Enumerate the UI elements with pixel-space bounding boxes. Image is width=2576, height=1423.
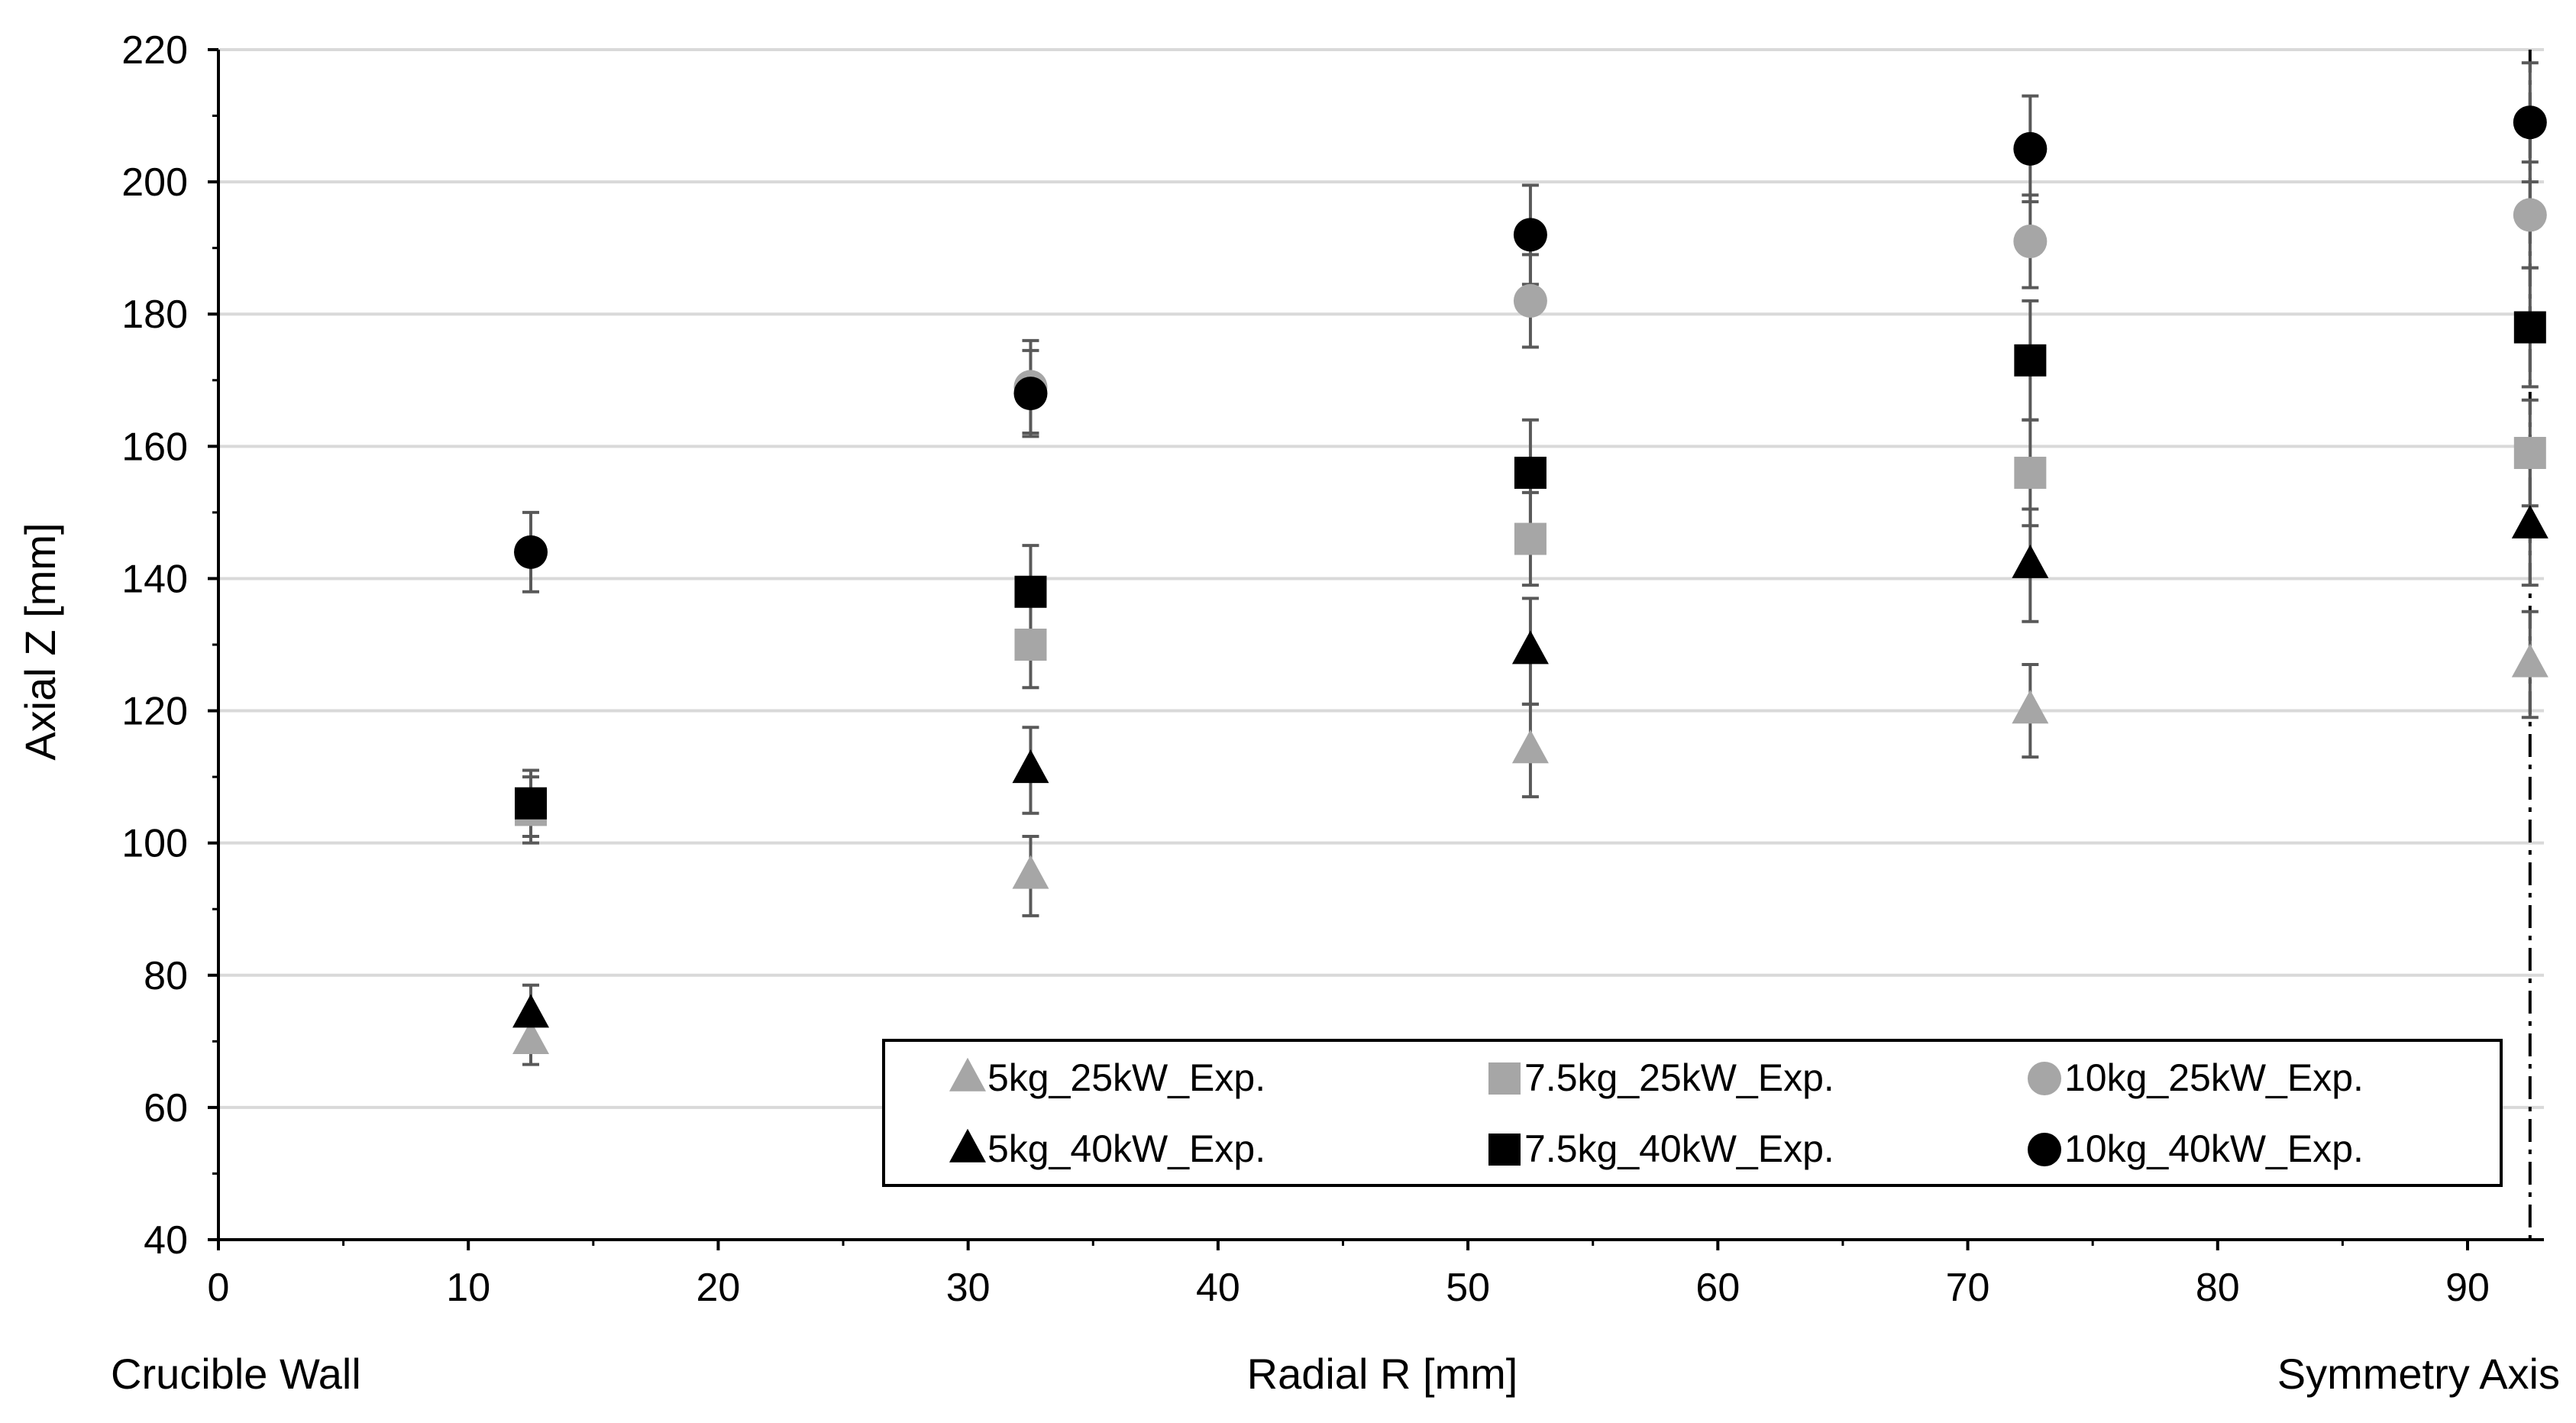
error-bars [522, 61, 2539, 1066]
legend-marker [2028, 1133, 2061, 1166]
legend-label: 7.5kg_40kW_Exp. [1524, 1127, 1834, 1170]
y-tick-label: 160 [121, 425, 188, 469]
y-axis-title: Axial Z [mm] [16, 522, 64, 760]
data-point [515, 787, 548, 820]
legend-item: 5kg_25kW_Exp. [949, 1056, 1265, 1099]
y-tick-label: 140 [121, 557, 188, 601]
y-tick-label: 180 [121, 293, 188, 337]
legend-label: 7.5kg_25kW_Exp. [1524, 1056, 1834, 1099]
data-point [512, 1020, 550, 1055]
x-tick-label: 70 [1946, 1266, 1990, 1310]
data-point [1014, 629, 1047, 661]
data-point [1014, 575, 1047, 608]
crucible-wall-label: Crucible Wall [111, 1350, 361, 1398]
data-point [1513, 283, 1547, 318]
data-point [1012, 749, 1049, 784]
data-point [2513, 311, 2546, 344]
data-point [2513, 105, 2547, 140]
data-point [1012, 855, 1049, 889]
legend-marker [1488, 1062, 1521, 1095]
x-tick-label: 10 [446, 1266, 490, 1310]
data-point [2013, 225, 2048, 259]
data-point [1013, 377, 1048, 411]
y-tick-label: 40 [144, 1218, 188, 1263]
x-tick-label: 60 [1695, 1266, 1740, 1310]
legend-item: 7.5kg_25kW_Exp. [1488, 1056, 1834, 1099]
data-point [2511, 504, 2549, 538]
x-tick-label: 80 [2196, 1266, 2240, 1310]
x-tick-label: 40 [1196, 1266, 1240, 1310]
data-point [2014, 456, 2047, 489]
legend-item: 7.5kg_40kW_Exp. [1488, 1127, 1834, 1170]
data-markers [512, 105, 2549, 1055]
legend-item: 10kg_40kW_Exp. [2028, 1127, 2364, 1170]
y-tick-label: 220 [121, 28, 188, 73]
axes: 40 60 80 100 120 140 160 180 200 220 0 10 20 30 40 50 60… [121, 28, 2544, 1310]
data-point [512, 994, 550, 1028]
legend-item: 5kg_40kW_Exp. [949, 1127, 1265, 1170]
y-tick-label: 100 [121, 822, 188, 866]
legend-marker [2028, 1062, 2061, 1095]
legend-label: 5kg_40kW_Exp. [987, 1127, 1265, 1170]
gridlines [218, 48, 2544, 1109]
data-point [1514, 456, 1547, 489]
y-tick-label: 60 [144, 1086, 188, 1130]
data-point [2014, 344, 2047, 377]
data-point [1511, 729, 1549, 764]
legend-marker [1488, 1134, 1521, 1166]
x-tick-label: 90 [2445, 1266, 2490, 1310]
x-axis-title: Radial R [mm] [1247, 1350, 1518, 1398]
data-point [2513, 436, 2546, 469]
y-tick-label: 120 [121, 690, 188, 734]
data-point [1511, 630, 1549, 665]
legend-label: 10kg_40kW_Exp. [2064, 1127, 2364, 1170]
data-point [2013, 131, 2048, 166]
legend-item: 10kg_25kW_Exp. [2028, 1056, 2364, 1099]
x-tick-label: 0 [208, 1266, 230, 1310]
data-point [2012, 544, 2049, 578]
legend-marker [949, 1057, 986, 1092]
legend-marker [949, 1128, 986, 1163]
x-tick-label: 30 [946, 1266, 991, 1310]
legend-label: 5kg_25kW_Exp. [987, 1056, 1265, 1099]
x-tick-label: 20 [697, 1266, 741, 1310]
legend: 5kg_25kW_Exp. 7.5kg_25kW_Exp. 10kg_25kW_Ex… [882, 1039, 2503, 1187]
data-point [2511, 643, 2549, 678]
y-tick-label: 80 [144, 954, 188, 998]
legend-box [882, 1039, 2503, 1187]
data-point [1514, 522, 1547, 555]
data-point [2012, 690, 2049, 724]
data-point [1513, 218, 1547, 252]
legend-label: 10kg_25kW_Exp. [2064, 1056, 2364, 1099]
y-tick-label: 200 [121, 160, 188, 205]
x-tick-label: 50 [1446, 1266, 1490, 1310]
symmetry-axis-label: Symmetry Axis [2277, 1350, 2560, 1398]
data-point [2513, 198, 2547, 232]
data-point [514, 535, 548, 569]
